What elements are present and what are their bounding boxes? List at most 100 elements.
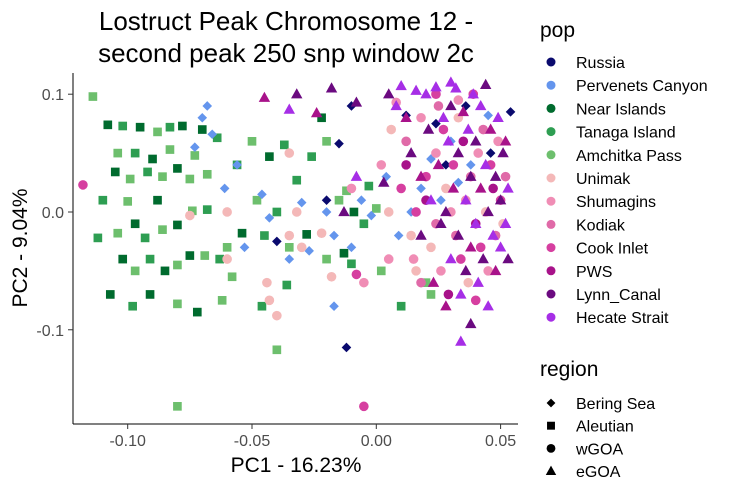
scatter-point — [383, 207, 394, 217]
scatter-point — [443, 289, 454, 300]
scatter-point — [284, 254, 295, 264]
scatter-point — [416, 277, 426, 288]
scatter-point — [366, 210, 377, 221]
chart-title-line-1: Lostruct Peak Chromosome 12 - — [99, 6, 473, 36]
scatter-point — [492, 111, 504, 122]
scatter-point — [326, 271, 337, 282]
scatter-point — [416, 183, 426, 194]
scatter-point — [291, 207, 302, 217]
scatter-point — [489, 264, 502, 276]
legend-pop-label: Shumagins — [576, 194, 656, 211]
scatter-point — [458, 136, 469, 147]
scatter-point — [185, 210, 195, 221]
scatter-point — [292, 175, 302, 185]
scatter-point — [411, 266, 421, 276]
scatter-point — [393, 230, 404, 241]
scatter-point — [165, 145, 175, 154]
scatter-point — [346, 242, 357, 253]
scatter-point — [441, 183, 451, 194]
scatter-point — [453, 177, 464, 188]
scatter-point — [279, 140, 289, 150]
scatter-point — [258, 91, 271, 102]
scatter-point — [284, 148, 295, 158]
scatter-point — [128, 301, 137, 311]
scatter-point — [445, 99, 457, 111]
scatter-point — [460, 264, 472, 276]
scatter-point — [257, 301, 267, 311]
scatter-point — [465, 241, 477, 252]
scatter-point — [499, 135, 512, 146]
scatter-point — [497, 147, 509, 158]
scatter-point — [200, 251, 210, 260]
scatter-point — [197, 112, 208, 123]
scatter-point — [478, 124, 488, 135]
scatter-point — [482, 300, 494, 311]
scatter-point — [202, 101, 213, 111]
scatter-point — [296, 242, 307, 253]
scatter-point — [436, 195, 446, 206]
scatter-point — [440, 300, 452, 311]
scatter-point — [173, 164, 182, 173]
scatter-point — [143, 167, 152, 177]
scatter-point — [264, 213, 275, 223]
scatter-point — [302, 230, 312, 239]
scatter-point — [371, 204, 381, 213]
scatter-point — [502, 253, 514, 264]
scatter-point — [460, 194, 472, 205]
scatter-point — [317, 113, 326, 123]
scatter-point — [440, 205, 452, 217]
scatter-point — [135, 122, 145, 132]
legend-pop-swatch — [546, 219, 556, 229]
scatter-point — [118, 121, 128, 131]
scatter-point — [202, 205, 212, 214]
x-tick-label: 0.00 — [361, 433, 392, 450]
scatter-point — [359, 219, 369, 229]
scatter-point — [422, 123, 435, 134]
legend-pop-swatch — [546, 289, 556, 299]
scatter-point — [296, 197, 307, 208]
scatter-point — [284, 243, 294, 252]
scatter-point — [356, 195, 367, 206]
legend-pop-swatch — [546, 266, 556, 276]
scatter-point — [483, 266, 493, 276]
y-tick-label: 0.0 — [42, 205, 64, 222]
scatter-point — [441, 160, 451, 170]
legend-region-title: region — [540, 358, 598, 381]
scatter-point — [462, 123, 474, 134]
scatter-point — [390, 99, 402, 111]
scatter-point — [185, 251, 195, 260]
scatter-point — [307, 152, 316, 161]
legend-pop-label: Tanaga Island — [576, 125, 676, 142]
scatter-point — [130, 148, 140, 158]
scatter-point — [272, 345, 282, 355]
legend-pop-swatch — [546, 150, 556, 160]
scatter-point — [381, 171, 392, 182]
scatter-point — [395, 79, 407, 91]
scatter-point — [425, 194, 437, 205]
scatter-point — [153, 195, 162, 205]
scatter-point — [272, 236, 282, 247]
scatter-point — [239, 242, 250, 253]
scatter-point — [411, 207, 421, 217]
scatter-point — [341, 342, 352, 353]
scatter-point — [160, 266, 170, 276]
legend-region: Bering Sea Aleutian wGOA eGOA — [545, 396, 655, 481]
x-axis-title: PC1 - 16.23% — [231, 454, 362, 477]
scatter-point — [383, 254, 394, 264]
scatter-point — [110, 167, 120, 177]
x-axis-ticks: -0.10 -0.05 0.00 0.05 — [109, 424, 516, 450]
legend-pop-swatch — [546, 57, 556, 67]
scatter-point — [325, 82, 338, 93]
scatter-point — [173, 260, 182, 270]
scatter-point — [219, 183, 230, 194]
scatter-point — [493, 136, 503, 147]
scatter-point — [401, 136, 411, 147]
scatter-point — [140, 233, 150, 243]
scatter-point — [192, 307, 202, 317]
scatter-point — [487, 229, 499, 240]
y-axis-title: PC2 - 9.04% — [9, 188, 32, 307]
legend-region-label: eGOA — [576, 464, 621, 481]
scatter-point — [247, 136, 257, 146]
scatter-point — [260, 231, 269, 240]
legend-pop-label: Unimak — [576, 171, 631, 188]
